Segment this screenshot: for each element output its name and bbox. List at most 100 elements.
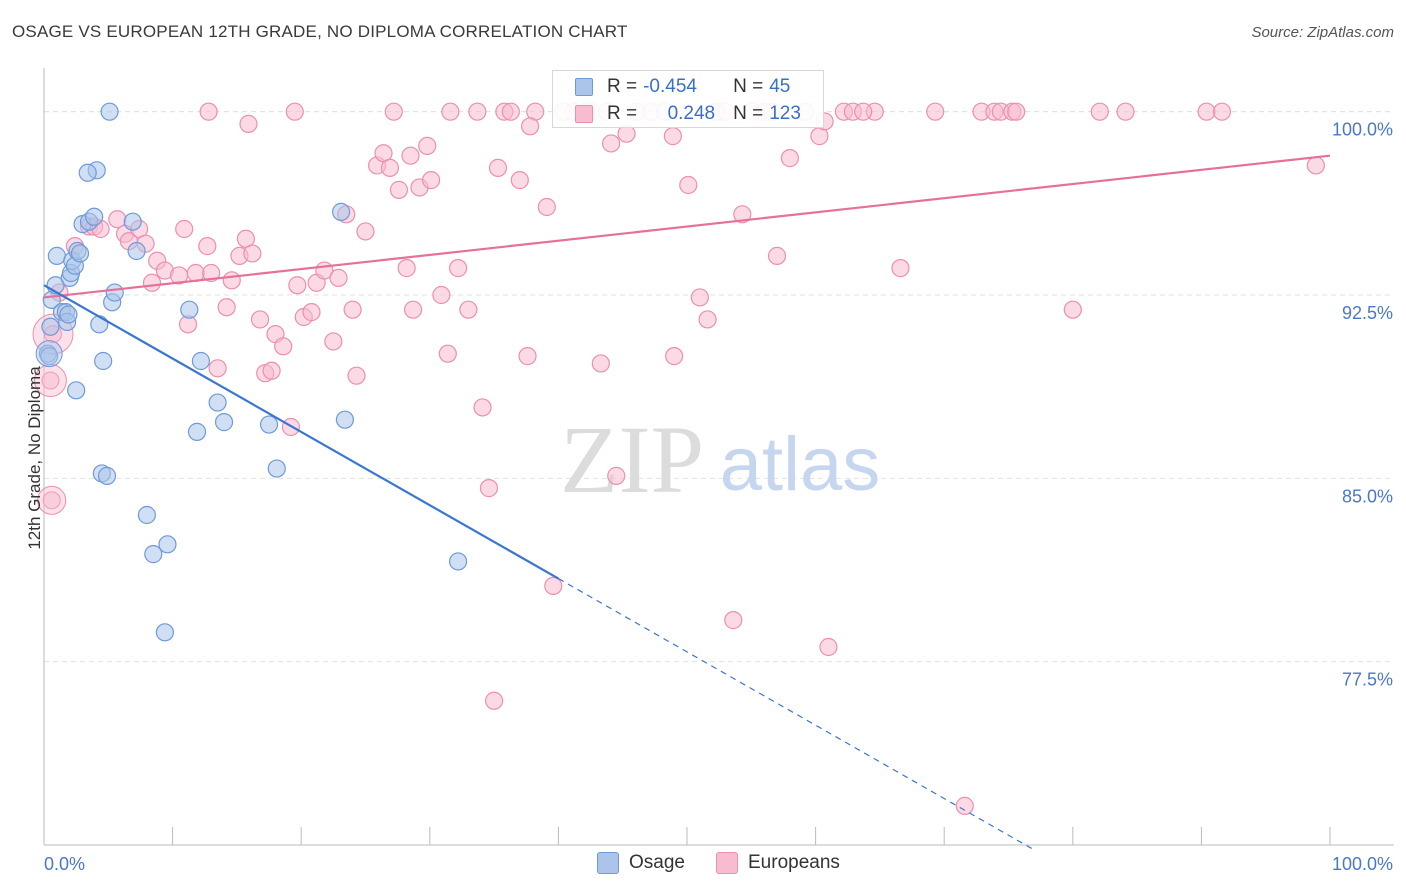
x-tick-label: 0.0% [44, 854, 85, 874]
osage-point [144, 545, 163, 564]
y-tick-label: 77.5% [1342, 670, 1393, 690]
x-tick-label: 100.0% [1332, 854, 1393, 874]
osage-point [267, 459, 286, 478]
europeans-point [441, 102, 460, 121]
osage-point [40, 347, 59, 366]
axes [43, 68, 1394, 846]
r-label: R = [607, 76, 638, 97]
europeans-point [389, 180, 409, 199]
trend-lines [43, 154, 1331, 849]
europeans-point [724, 611, 743, 630]
europeans-legend-swatch [716, 852, 738, 874]
europeans-point [302, 303, 321, 322]
europeans-point [438, 344, 457, 363]
osage-point [97, 466, 117, 485]
europeans-point [329, 268, 348, 287]
europeans-point [397, 259, 416, 278]
osage-point [208, 393, 227, 412]
correlation-legend: R = -0.454 N = 45 R = 0.248 N = 123 [552, 70, 824, 128]
watermark-zip: ZIP [560, 406, 704, 513]
n-label: N = [733, 76, 764, 97]
europeans-point [198, 237, 217, 256]
series-legend: Osage Europeans [0, 850, 1406, 880]
europeans-point [854, 102, 873, 121]
osage-n-value: 45 [769, 76, 791, 97]
watermark-atlas: atlas [720, 422, 881, 507]
osage-point [127, 241, 146, 261]
osage-point [214, 413, 234, 432]
europeans-point [679, 175, 698, 195]
europeans-point [421, 171, 441, 190]
europeans-point-large [37, 485, 67, 515]
europeans-point [607, 466, 626, 485]
europeans-point [199, 102, 218, 121]
europeans-point [186, 263, 205, 283]
osage-trend-extension [558, 578, 1032, 849]
europeans-swatch [575, 105, 593, 123]
osage-point [187, 422, 207, 441]
europeans-point [665, 347, 684, 366]
europeans-point [690, 288, 709, 307]
europeans-point [448, 259, 468, 278]
europeans-point [518, 347, 537, 366]
osage-point [155, 623, 174, 642]
europeans-point [544, 576, 563, 595]
europeans-point [591, 354, 610, 373]
osage-point [78, 163, 97, 182]
europeans-point [468, 102, 487, 121]
osage-point [123, 212, 142, 231]
europeans-point [403, 300, 423, 319]
europeans-point [274, 337, 293, 356]
europeans-point [142, 273, 162, 292]
legend-item-europeans[interactable]: Europeans [716, 852, 840, 874]
y-axis-title: 12th Grade, No Diploma [25, 366, 44, 550]
europeans-point [243, 244, 262, 263]
europeans-point [343, 300, 362, 319]
europeans-r-value: 0.248 [667, 103, 716, 124]
source-label: Source: ZipAtlas.com [1251, 24, 1394, 41]
osage-swatch [575, 78, 593, 96]
europeans-point [819, 637, 838, 657]
europeans-point [698, 310, 717, 329]
europeans-point [926, 102, 945, 121]
europeans-point [733, 205, 752, 224]
europeans-point [663, 127, 682, 146]
osage-point [180, 300, 199, 319]
europeans-point [459, 300, 478, 319]
osage-point [335, 410, 355, 429]
europeans-point [239, 114, 258, 133]
europeans-point [1306, 156, 1325, 175]
osage-legend-label: Osage [629, 852, 685, 873]
europeans-point [602, 134, 621, 153]
europeans-point [485, 691, 504, 710]
europeans-point [510, 171, 529, 190]
osage-points [35, 102, 468, 642]
legend-item-osage[interactable]: Osage [597, 852, 685, 874]
europeans-point [537, 197, 556, 217]
tick-labels: 77.5% 85.0% 92.5% 100.0% 0.0% 100.0% [44, 120, 1393, 874]
legend-row-osage: R = -0.454 N = 45 [575, 75, 790, 99]
europeans-point [767, 246, 787, 265]
legend-row-europeans: R = 0.248 N = 123 [575, 102, 801, 126]
osage-point [85, 207, 104, 226]
n-label: N = [733, 103, 764, 124]
osage-legend-swatch [597, 852, 619, 874]
gridlines [44, 111, 1394, 663]
osage-point [70, 244, 90, 263]
europeans-point [1197, 102, 1216, 121]
r-label: R = [607, 103, 638, 124]
europeans-point [380, 158, 400, 177]
europeans-point [1063, 300, 1082, 319]
europeans-point [324, 332, 343, 351]
osage-point [259, 415, 279, 434]
europeans-point [222, 271, 241, 290]
europeans-point [41, 371, 60, 390]
europeans-point [42, 491, 61, 510]
europeans-point [432, 285, 451, 305]
osage-point [59, 305, 78, 324]
europeans-point [418, 136, 437, 155]
europeans-n-value: 123 [769, 103, 801, 124]
europeans-point [175, 219, 194, 239]
osage-point [137, 505, 156, 525]
